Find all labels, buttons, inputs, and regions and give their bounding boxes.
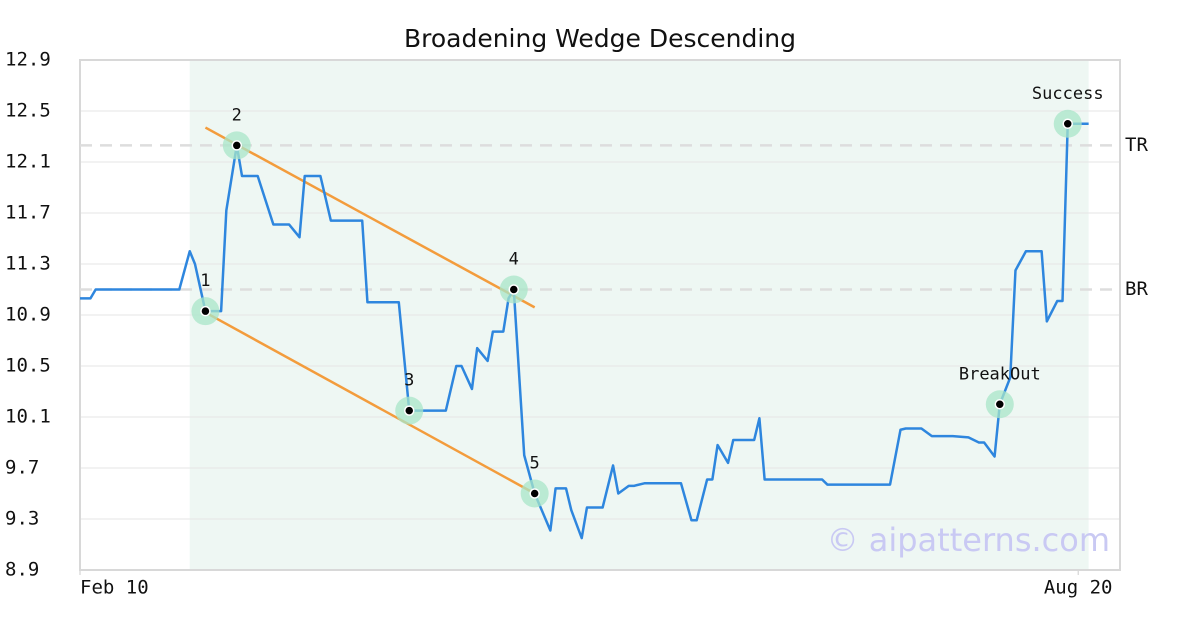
marker-dot [403, 405, 415, 416]
annotation-label: 2 [232, 105, 242, 125]
y-tick-label: 10.9 [5, 304, 51, 326]
annotation-label: 3 [404, 371, 414, 391]
annotation-label: 1 [200, 271, 210, 291]
y-tick-label: 9.7 [5, 457, 39, 479]
plot-border [79, 59, 1121, 571]
y-tick-label: 11.7 [5, 202, 51, 224]
x-tick-label: Feb 10 [80, 577, 149, 599]
annotation-label: Success [1032, 84, 1104, 104]
trend-line [204, 311, 536, 495]
level-label: TR [1125, 134, 1148, 156]
y-tick-label: 12.5 [5, 100, 51, 122]
marker-dot [994, 399, 1006, 410]
level-label: BR [1125, 278, 1148, 300]
y-tick-label: 12.1 [5, 151, 51, 173]
marker-dot [1062, 118, 1073, 129]
annotation-label: 4 [509, 250, 519, 270]
watermark: © aipatterns.com [827, 521, 1110, 559]
y-tick-label: 8.9 [5, 559, 39, 581]
y-tick-label: 10.1 [5, 406, 51, 428]
marker-dot [529, 488, 540, 499]
y-tick-label: 11.3 [5, 253, 51, 275]
marker-dot [508, 284, 520, 295]
price-line [80, 122, 1089, 540]
y-tick-label: 12.9 [5, 49, 51, 71]
x-tick-label: Aug 20 [1044, 577, 1113, 599]
y-tick-label: 10.5 [5, 355, 51, 377]
annotation-label: BreakOut [959, 364, 1041, 384]
y-tick-label: 9.3 [5, 508, 39, 530]
marker-dot [231, 140, 243, 151]
annotation-label: 5 [530, 454, 540, 474]
chart-title: Broadening Wedge Descending [404, 24, 796, 53]
trend-line [204, 126, 536, 309]
marker-dot [200, 305, 211, 317]
